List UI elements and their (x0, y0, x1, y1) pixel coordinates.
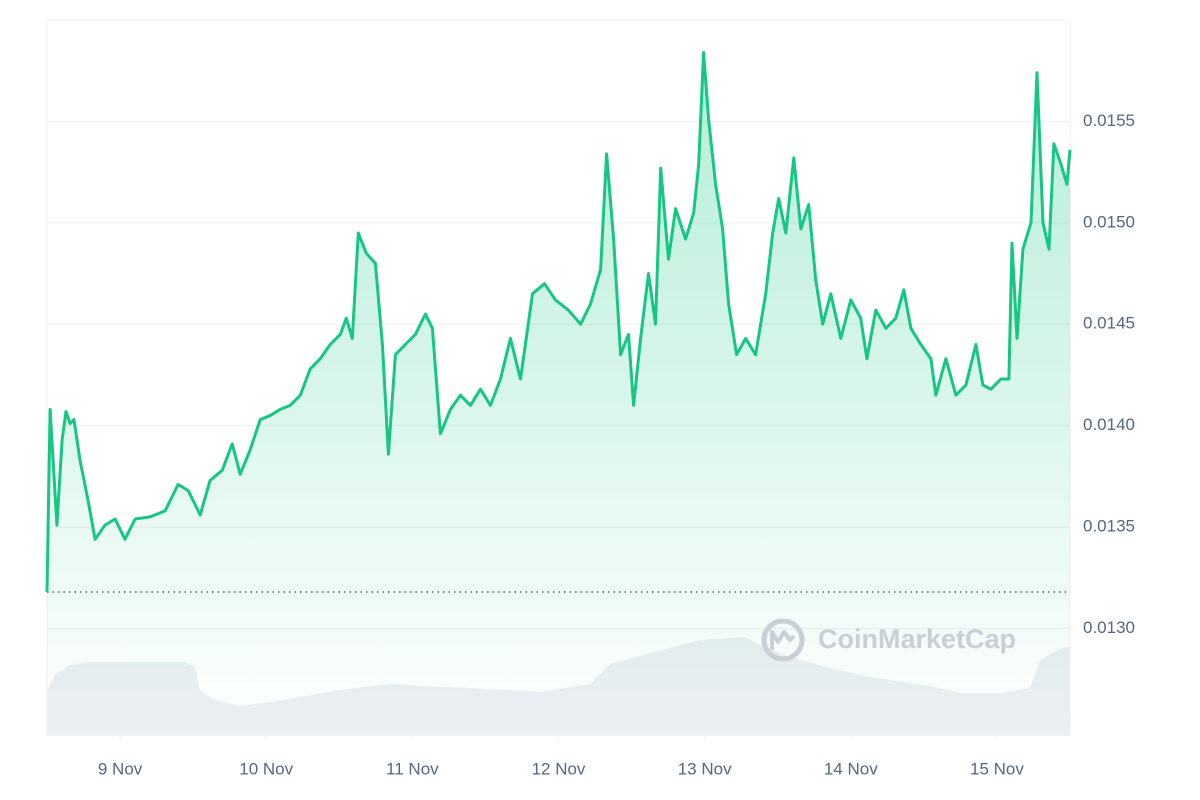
x-tick-label: 13 Nov (678, 759, 732, 778)
watermark-text: CoinMarketCap (818, 624, 1016, 654)
x-tick-label: 11 Nov (386, 759, 439, 778)
y-tick-label: 0.0145 (1083, 314, 1135, 333)
x-tick-label: 10 Nov (239, 759, 293, 778)
y-tick-label: 0.0155 (1083, 111, 1135, 130)
plot-layer: 0.0130 0.0135 0.0140 0.0145 0.0150 0.0155 9 No… (45, 51, 1135, 778)
x-tick-label: 12 Nov (532, 759, 586, 778)
watermark-logo (770, 630, 796, 650)
price-area (47, 52, 1070, 736)
watermark: CoinMarketCap (761, 618, 1016, 662)
y-tick-label: 0.0130 (1083, 618, 1135, 637)
y-tick-label: 0.0135 (1083, 517, 1135, 536)
y-tick-label: 0.0150 (1083, 212, 1135, 231)
y-tick-label: 0.0140 (1083, 415, 1135, 434)
x-tick-label: 14 Nov (824, 759, 878, 778)
price-line (45, 51, 1072, 593)
x-tick-label: 15 Nov (970, 759, 1024, 778)
watermark-logo (761, 618, 805, 662)
x-tick-label: 9 Nov (98, 759, 143, 778)
